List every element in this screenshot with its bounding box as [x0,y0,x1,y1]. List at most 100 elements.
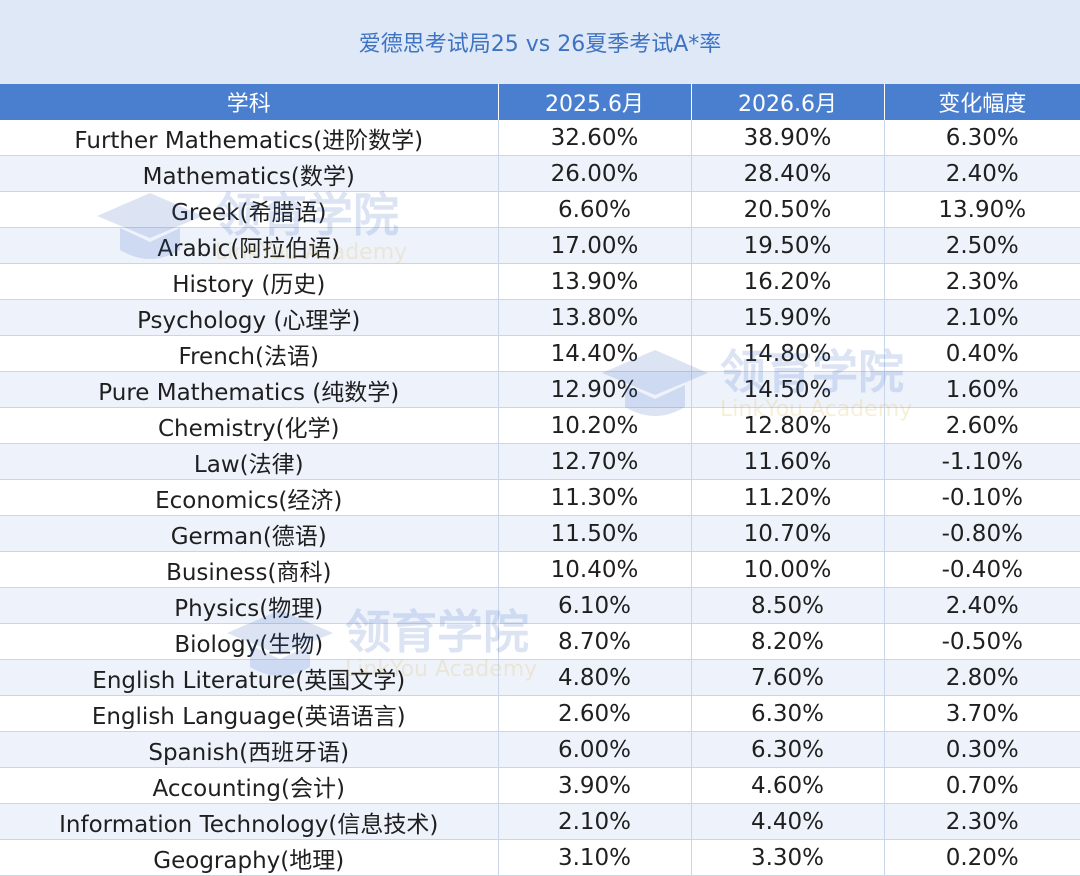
cell-2026: 14.80% [691,335,885,372]
cell-2025: 6.60% [498,191,692,228]
cell-subject: English Literature(英国文学) [0,659,499,696]
cell-2026: 3.30% [691,839,885,876]
table-row: Chemistry(化学) 10.20% 12.80% 2.60% [0,407,1080,444]
table-row: French(法语) 14.40% 14.80% 0.40% [0,335,1080,372]
cell-subject: Arabic(阿拉伯语) [0,227,499,264]
cell-change: -0.40% [884,551,1080,588]
cell-2025: 13.90% [498,263,692,300]
cell-change: -0.80% [884,515,1080,552]
cell-2026: 6.30% [691,695,885,732]
cell-subject: Physics(物理) [0,587,499,624]
cell-subject: Business(商科) [0,551,499,588]
cell-2026: 7.60% [691,659,885,696]
cell-change: 13.90% [884,191,1080,228]
cell-change: 2.80% [884,659,1080,696]
cell-subject: Economics(经济) [0,479,499,516]
cell-change: 2.50% [884,227,1080,264]
cell-subject: Law(法律) [0,443,499,480]
cell-change: -0.10% [884,479,1080,516]
cell-change: 2.40% [884,155,1080,192]
a-star-rate-table: 学科 2025.6月 2026.6月 变化幅度 Further Mathemat… [0,84,1080,876]
cell-2025: 3.90% [498,767,692,804]
cell-2026: 4.60% [691,767,885,804]
cell-2025: 2.10% [498,803,692,840]
cell-subject: Chemistry(化学) [0,407,499,444]
table-row: German(德语) 11.50% 10.70% -0.80% [0,515,1080,552]
cell-2025: 11.50% [498,515,692,552]
table-row: History (历史) 13.90% 16.20% 2.30% [0,263,1080,300]
cell-2026: 20.50% [691,191,885,228]
cell-change: 3.70% [884,695,1080,732]
cell-subject: Biology(生物) [0,623,499,660]
header-2025: 2025.6月 [498,84,692,120]
cell-2025: 6.10% [498,587,692,624]
cell-subject: German(德语) [0,515,499,552]
table-title-bar: 爱德思考试局25 vs 26夏季考试A*率 [0,0,1080,84]
table-row: Geography(地理) 3.10% 3.30% 0.20% [0,839,1080,876]
table-row: Arabic(阿拉伯语) 17.00% 19.50% 2.50% [0,227,1080,264]
table-row: Information Technology(信息技术) 2.10% 4.40% 2.… [0,803,1080,840]
cell-subject: Pure Mathematics (纯数学) [0,371,499,408]
header-subject: 学科 [0,84,499,120]
cell-subject: Information Technology(信息技术) [0,803,499,840]
cell-2026: 38.90% [691,120,885,156]
cell-subject: Spanish(西班牙语) [0,731,499,768]
cell-subject: English Language(英语语言) [0,695,499,732]
cell-change: 0.70% [884,767,1080,804]
table-title: 爱德思考试局25 vs 26夏季考试A*率 [358,32,722,57]
cell-subject: Mathematics(数学) [0,155,499,192]
table-row: Biology(生物) 8.70% 8.20% -0.50% [0,623,1080,660]
cell-2025: 32.60% [498,120,692,156]
cell-2026: 8.50% [691,587,885,624]
table-row: English Literature(英国文学) 4.80% 7.60% 2.80% [0,659,1080,696]
table-row: Spanish(西班牙语) 6.00% 6.30% 0.30% [0,731,1080,768]
cell-2025: 2.60% [498,695,692,732]
header-row: 学科 2025.6月 2026.6月 变化幅度 [0,84,1080,120]
cell-change: 2.40% [884,587,1080,624]
cell-2026: 11.20% [691,479,885,516]
table-row: Physics(物理) 6.10% 8.50% 2.40% [0,587,1080,624]
cell-2025: 3.10% [498,839,692,876]
cell-subject: Greek(希腊语) [0,191,499,228]
cell-change: 6.30% [884,120,1080,156]
table-row: Mathematics(数学) 26.00% 28.40% 2.40% [0,155,1080,192]
cell-2026: 8.20% [691,623,885,660]
cell-2025: 8.70% [498,623,692,660]
cell-2026: 4.40% [691,803,885,840]
header-change: 变化幅度 [884,84,1080,120]
cell-change: 0.20% [884,839,1080,876]
table-row: Greek(希腊语) 6.60% 20.50% 13.90% [0,191,1080,228]
cell-2025: 17.00% [498,227,692,264]
cell-2026: 10.00% [691,551,885,588]
cell-change: 2.10% [884,299,1080,336]
cell-subject: French(法语) [0,335,499,372]
cell-2026: 14.50% [691,371,885,408]
cell-change: 1.60% [884,371,1080,408]
cell-subject: Accounting(会计) [0,767,499,804]
cell-change: -1.10% [884,443,1080,480]
cell-2025: 26.00% [498,155,692,192]
cell-change: -0.50% [884,623,1080,660]
table-row: English Language(英语语言) 2.60% 6.30% 3.70% [0,695,1080,732]
cell-2025: 10.20% [498,407,692,444]
cell-2025: 4.80% [498,659,692,696]
cell-2025: 13.80% [498,299,692,336]
cell-2025: 14.40% [498,335,692,372]
cell-2025: 12.70% [498,443,692,480]
cell-change: 0.40% [884,335,1080,372]
cell-subject: Further Mathematics(进阶数学) [0,120,499,156]
cell-subject: Psychology (心理学) [0,299,499,336]
cell-change: 2.60% [884,407,1080,444]
cell-change: 2.30% [884,263,1080,300]
table-row: Psychology (心理学) 13.80% 15.90% 2.10% [0,299,1080,336]
cell-2026: 10.70% [691,515,885,552]
cell-2026: 19.50% [691,227,885,264]
cell-2026: 15.90% [691,299,885,336]
cell-2026: 11.60% [691,443,885,480]
cell-2025: 10.40% [498,551,692,588]
table-row: Pure Mathematics (纯数学) 12.90% 14.50% 1.60% [0,371,1080,408]
cell-2025: 6.00% [498,731,692,768]
header-2026: 2026.6月 [691,84,885,120]
table-row: Business(商科) 10.40% 10.00% -0.40% [0,551,1080,588]
cell-2025: 12.90% [498,371,692,408]
